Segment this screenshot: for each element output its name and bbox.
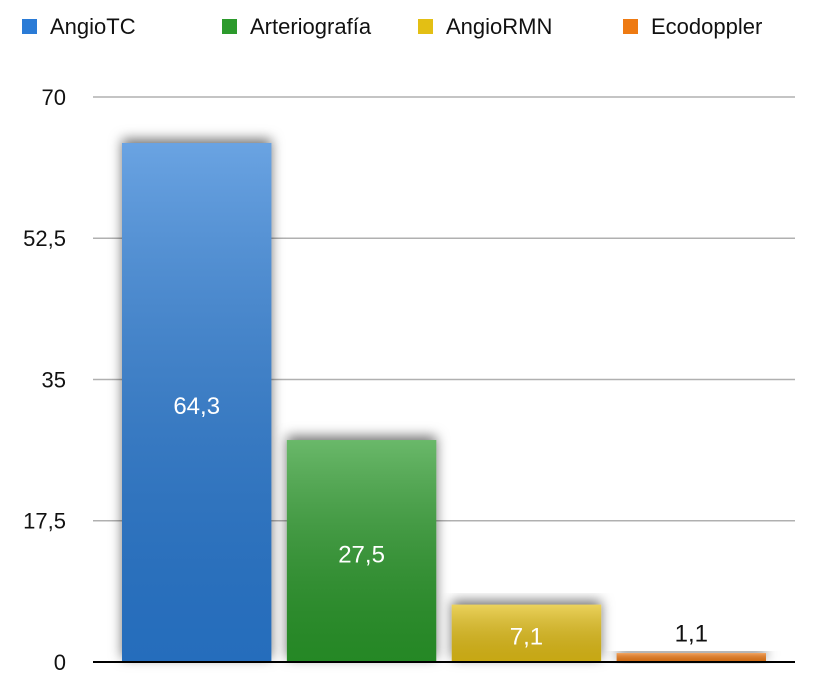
- legend-label: Arteriografía: [250, 14, 372, 39]
- legend-swatch: [222, 19, 237, 34]
- y-tick-label: 35: [42, 367, 66, 392]
- y-tick-label: 70: [42, 85, 66, 110]
- bar-shine: [616, 653, 766, 662]
- y-tick-label: 17,5: [23, 509, 66, 534]
- data-label: 7,1: [510, 624, 543, 651]
- legend-swatch: [418, 19, 433, 34]
- y-tick-label: 0: [54, 650, 66, 673]
- legend-label: Ecodoppler: [651, 14, 762, 39]
- legend-swatch: [623, 19, 638, 34]
- legend-label: AngioRMN: [446, 14, 552, 39]
- bar-shine: [451, 604, 602, 662]
- y-tick-label: 52,5: [23, 226, 66, 251]
- legend-label: AngioTC: [50, 14, 136, 39]
- bar-shine: [286, 440, 437, 662]
- legend-swatch: [22, 19, 37, 34]
- data-label: 1,1: [675, 620, 708, 647]
- data-label: 64,3: [173, 393, 220, 420]
- data-label: 27,5: [338, 541, 385, 568]
- bar-shine: [122, 143, 272, 662]
